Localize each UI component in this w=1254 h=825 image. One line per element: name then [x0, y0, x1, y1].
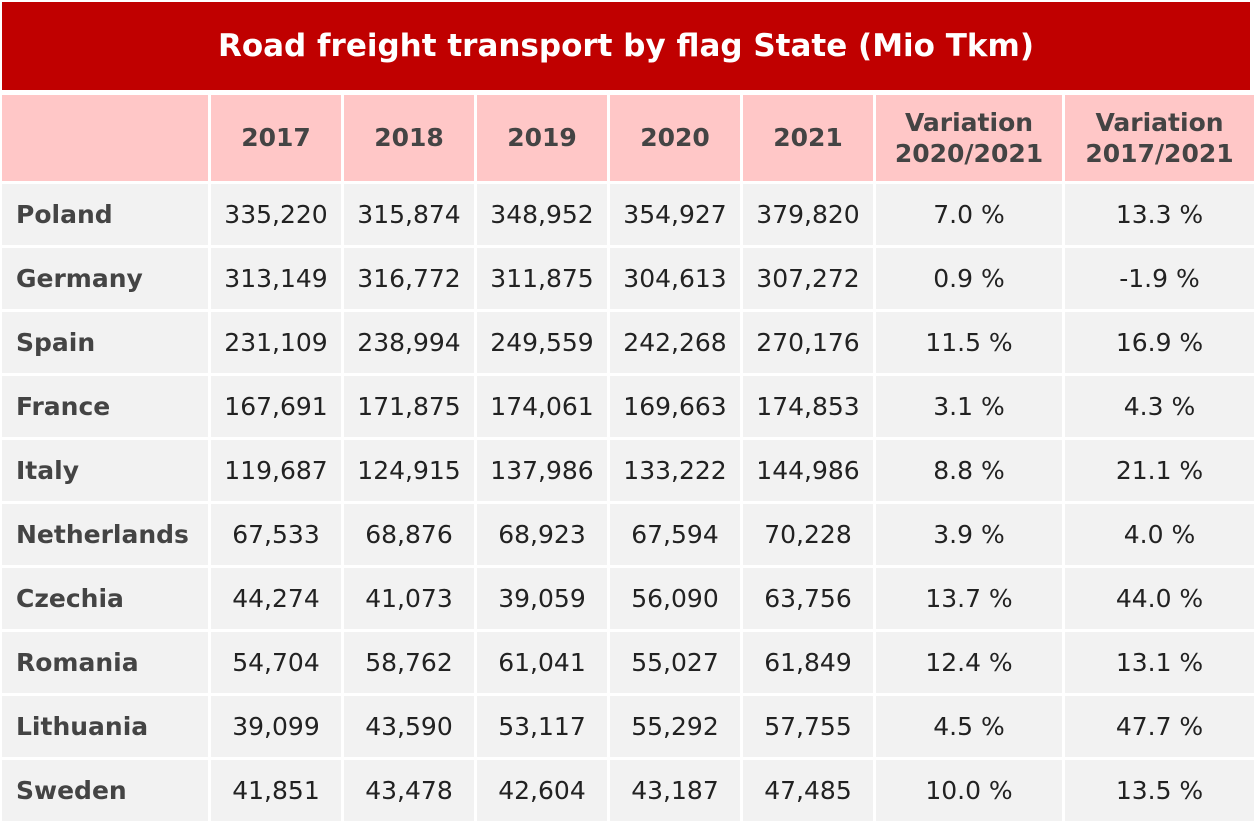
table-cell: 53,117	[477, 696, 607, 757]
table-cell: 39,099	[211, 696, 341, 757]
column-header: 2020	[610, 95, 740, 181]
table-cell: 3.9 %	[876, 504, 1062, 565]
table-cell: 47,485	[743, 760, 873, 821]
row-label: Italy	[2, 440, 208, 501]
row-label: Netherlands	[2, 504, 208, 565]
table-cell: 348,952	[477, 184, 607, 245]
table-cell: 169,663	[610, 376, 740, 437]
table-cell: 238,994	[344, 312, 474, 373]
table-cell: 13.1 %	[1065, 632, 1254, 693]
table-cell: 10.0 %	[876, 760, 1062, 821]
table-cell: 4.0 %	[1065, 504, 1254, 565]
table-cell: 4.3 %	[1065, 376, 1254, 437]
table-cell: 42,604	[477, 760, 607, 821]
table-cell: 21.1 %	[1065, 440, 1254, 501]
row-label: France	[2, 376, 208, 437]
table-cell: 304,613	[610, 248, 740, 309]
table-cell: 56,090	[610, 568, 740, 629]
table-cell: 124,915	[344, 440, 474, 501]
row-label: Spain	[2, 312, 208, 373]
table-cell: 335,220	[211, 184, 341, 245]
table-cell: 3.1 %	[876, 376, 1062, 437]
table-cell: 231,109	[211, 312, 341, 373]
row-label: Poland	[2, 184, 208, 245]
corner-cell	[2, 95, 208, 181]
table-cell: 13.3 %	[1065, 184, 1254, 245]
table-cell: 58,762	[344, 632, 474, 693]
table-cell: -1.9 %	[1065, 248, 1254, 309]
table-cell: 174,061	[477, 376, 607, 437]
table-cell: 41,073	[344, 568, 474, 629]
table-cell: 39,059	[477, 568, 607, 629]
table-cell: 167,691	[211, 376, 341, 437]
table-cell: 44.0 %	[1065, 568, 1254, 629]
table-cell: 63,756	[743, 568, 873, 629]
table-cell: 12.4 %	[876, 632, 1062, 693]
table-cell: 174,853	[743, 376, 873, 437]
table-cell: 316,772	[344, 248, 474, 309]
table-cell: 43,478	[344, 760, 474, 821]
table-cell: 354,927	[610, 184, 740, 245]
table-cell: 55,292	[610, 696, 740, 757]
table-cell: 43,187	[610, 760, 740, 821]
table-cell: 67,533	[211, 504, 341, 565]
table-cell: 7.0 %	[876, 184, 1062, 245]
table-cell: 54,704	[211, 632, 341, 693]
row-label: Germany	[2, 248, 208, 309]
table-cell: 47.7 %	[1065, 696, 1254, 757]
table-cell: 13.5 %	[1065, 760, 1254, 821]
row-label: Romania	[2, 632, 208, 693]
table-cell: 61,849	[743, 632, 873, 693]
column-header: Variation 2020/2021	[876, 95, 1062, 181]
column-header: 2021	[743, 95, 873, 181]
row-label: Czechia	[2, 568, 208, 629]
table-cell: 68,923	[477, 504, 607, 565]
table-cell: 0.9 %	[876, 248, 1062, 309]
table-cell: 70,228	[743, 504, 873, 565]
table-cell: 313,149	[211, 248, 341, 309]
table-cell: 249,559	[477, 312, 607, 373]
table: 2017 2018 2019 2020 2021 Variation 2020/2021 V…	[2, 95, 1254, 821]
table-cell: 119,687	[211, 440, 341, 501]
column-header: 2019	[477, 95, 607, 181]
table-cell: 16.9 %	[1065, 312, 1254, 373]
table-cell: 315,874	[344, 184, 474, 245]
table-cell: 44,274	[211, 568, 341, 629]
table-cell: 41,851	[211, 760, 341, 821]
title: Road freight transport by flag State (Mi…	[2, 2, 1250, 90]
table-cell: 57,755	[743, 696, 873, 757]
table-cell: 307,272	[743, 248, 873, 309]
column-header: 2018	[344, 95, 474, 181]
table-cell: 68,876	[344, 504, 474, 565]
table-cell: 270,176	[743, 312, 873, 373]
table-cell: 311,875	[477, 248, 607, 309]
table-cell: 144,986	[743, 440, 873, 501]
table-cell: 67,594	[610, 504, 740, 565]
table-cell: 4.5 %	[876, 696, 1062, 757]
table-cell: 43,590	[344, 696, 474, 757]
table-cell: 242,268	[610, 312, 740, 373]
column-header: Variation 2017/2021	[1065, 95, 1254, 181]
row-label: Lithuania	[2, 696, 208, 757]
table-cell: 11.5 %	[876, 312, 1062, 373]
table-cell: 379,820	[743, 184, 873, 245]
row-label: Sweden	[2, 760, 208, 821]
table-cell: 171,875	[344, 376, 474, 437]
column-header: 2017	[211, 95, 341, 181]
table-cell: 133,222	[610, 440, 740, 501]
table-cell: 61,041	[477, 632, 607, 693]
table-cell: 55,027	[610, 632, 740, 693]
table-cell: 8.8 %	[876, 440, 1062, 501]
table-cell: 13.7 %	[876, 568, 1062, 629]
table-cell: 137,986	[477, 440, 607, 501]
